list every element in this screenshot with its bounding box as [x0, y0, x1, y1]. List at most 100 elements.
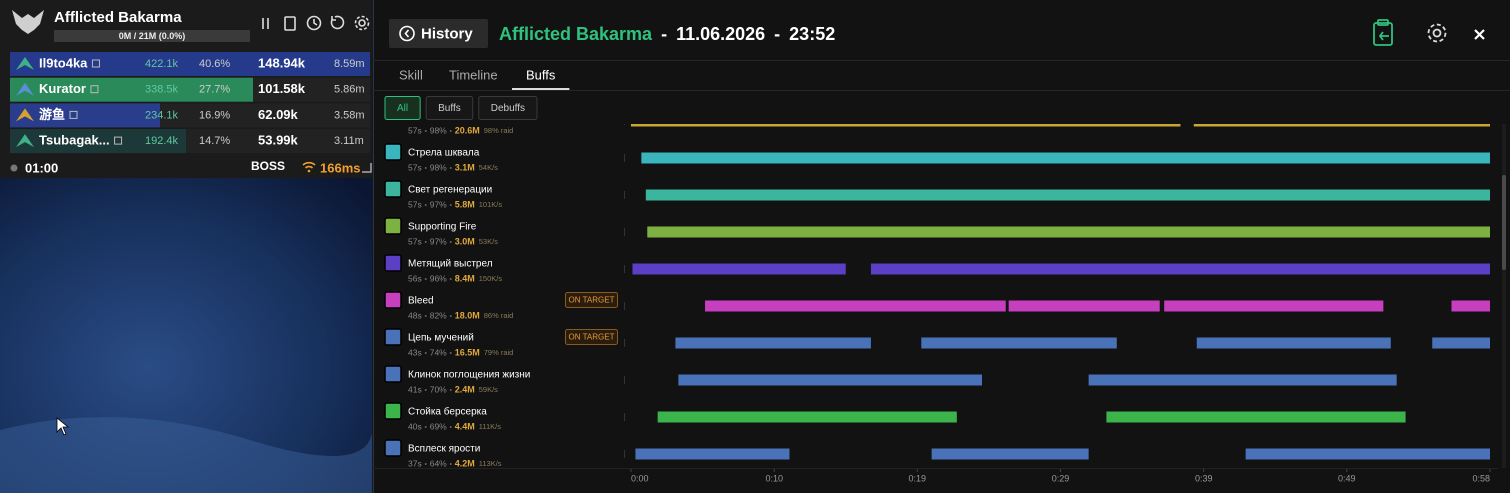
x-tick-label: 0:49	[1338, 473, 1356, 483]
player-total: 62.09k	[258, 107, 299, 122]
badge-label: ON TARGET	[569, 333, 615, 342]
date: 11.06.2026	[676, 24, 765, 44]
player-time: 3.11m	[334, 135, 364, 147]
buff-rate: 101K/s	[479, 200, 503, 209]
player-share-bar	[10, 77, 253, 102]
external-link[interactable]	[90, 85, 99, 94]
buff-uptime-bar	[675, 337, 871, 349]
player-total: 148.94k	[258, 55, 306, 70]
buff-damage: 4.2M	[455, 458, 475, 468]
buff-uptime: 82%	[430, 310, 447, 320]
buff-uptime: 70%	[430, 384, 447, 394]
player-share: 16.9%	[199, 109, 230, 121]
close-button[interactable]	[1474, 29, 1485, 40]
buff-duration: 40s	[408, 421, 422, 431]
buff-uptime-bar	[931, 448, 1089, 460]
buff-icon	[384, 439, 402, 457]
buff-damage: 8.4M	[455, 273, 475, 283]
boss-icon	[12, 10, 44, 34]
buff-uptime-bar	[632, 263, 846, 275]
player-share-bar	[10, 52, 370, 76]
buff-duration: 57s	[408, 125, 422, 135]
player-time: 8.59m	[334, 58, 365, 70]
buff-uptime-bar	[1193, 124, 1490, 127]
buff-icon	[384, 254, 402, 272]
buff-rate: 54K/s	[479, 163, 498, 172]
status-dot	[10, 164, 18, 172]
buff-icon	[384, 328, 402, 346]
separator-dot	[424, 463, 427, 465]
filter-button[interactable]	[478, 96, 538, 120]
player-share-bar	[10, 103, 160, 128]
player-time: 3.58m	[334, 109, 365, 121]
buff-name: Стрела шквала	[408, 148, 480, 159]
resize-handle[interactable]	[362, 163, 372, 173]
external-link[interactable]	[69, 110, 78, 119]
buff-uptime-bar	[647, 226, 1490, 238]
separator-dot	[449, 426, 452, 428]
buff-duration: 37s	[408, 458, 422, 468]
buff-uptime-bar	[635, 448, 790, 460]
buff-uptime: 69%	[430, 421, 447, 431]
buff-name: Клинок поглощения жизни	[408, 370, 530, 381]
encounter-name: Afflicted Bakarma	[499, 24, 653, 44]
buff-damage: 2.4M	[455, 384, 475, 394]
buff-uptime-bar	[641, 152, 1490, 164]
hp-text: 0M / 21M (0.0%)	[119, 31, 186, 41]
filter-label: Debuffs	[491, 103, 525, 114]
back-icon	[399, 25, 415, 42]
buff-damage: 5.8M	[455, 199, 475, 209]
buff-uptime: 97%	[430, 199, 447, 209]
buff-duration: 41s	[408, 384, 422, 394]
time-axis: 0:00 0:10 0:19 0:29 0:39 0:49 0:58	[373, 468, 1498, 483]
player-dps: 192.4k	[145, 135, 179, 147]
filters: All Buffs Debuffs	[384, 96, 538, 120]
player-time: 5.86m	[334, 84, 365, 96]
buff-icon	[384, 291, 402, 309]
x-tick-label: 0:00	[631, 473, 649, 483]
buff-icon	[384, 143, 402, 161]
history-button[interactable]	[389, 19, 488, 48]
player-share: 40.6%	[199, 58, 230, 70]
buff-uptime-bar	[1245, 448, 1490, 460]
class-icon	[16, 82, 34, 96]
buff-uptime-bar	[1088, 374, 1397, 386]
buff-duration: 43s	[408, 347, 422, 357]
copy-icon[interactable]	[1373, 19, 1393, 46]
tabs: Skill Timeline Buffs	[399, 67, 570, 90]
tab[interactable]: Buffs	[526, 67, 556, 82]
tab[interactable]: Timeline	[449, 67, 498, 82]
separator-dot	[449, 130, 452, 132]
filter-button[interactable]	[384, 96, 421, 120]
separator: -	[652, 24, 676, 44]
separator-dot	[424, 389, 427, 391]
time: 23:52	[789, 24, 835, 44]
meter-toolbar[interactable]	[262, 15, 370, 31]
badge-label: ON TARGET	[569, 296, 615, 305]
player-dps: 338.5k	[145, 84, 179, 96]
player-name: 游鱼	[39, 107, 65, 122]
settings-icon[interactable]	[1427, 23, 1447, 43]
scrollbar-thumb[interactable]	[1502, 175, 1506, 270]
buff-uptime-bar	[1432, 337, 1490, 349]
filter-button[interactable]	[425, 96, 474, 120]
separator-dot	[424, 278, 427, 280]
buff-uptime-bar	[645, 189, 1490, 201]
player-share: 14.7%	[199, 135, 230, 147]
external-link[interactable]	[91, 59, 100, 68]
player-total: 101.58k	[258, 81, 306, 96]
player-dps: 422.1k	[145, 58, 179, 70]
buff-icon	[384, 402, 402, 420]
back-arrow	[404, 29, 410, 38]
ping: 166ms	[320, 160, 360, 175]
x-tick-label: 0:19	[909, 473, 927, 483]
buff-duration: 57s	[408, 162, 422, 172]
tab[interactable]: Skill	[399, 67, 423, 82]
external-link[interactable]	[114, 136, 123, 145]
cursor	[56, 417, 70, 436]
buff-uptime: 74%	[430, 347, 447, 357]
buff-damage: 16.5M	[455, 347, 480, 357]
terrain	[0, 417, 372, 493]
buff-name: Цепь мучений	[408, 333, 474, 344]
